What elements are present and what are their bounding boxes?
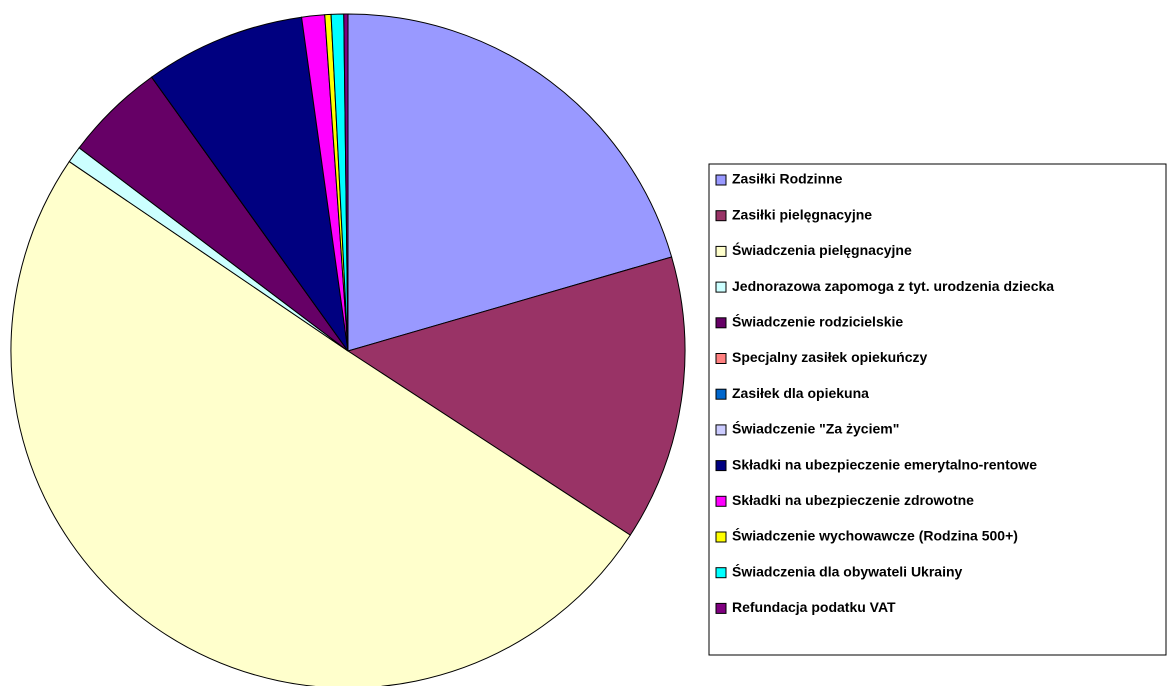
- pie-slice: [150, 16, 349, 352]
- legend-label: Świadczenie "Za życiem": [732, 420, 899, 437]
- pie-slice: [346, 256, 686, 536]
- legend-label: Zasiłek dla opiekuna: [732, 385, 869, 401]
- legend-label: Składki na ubezpieczenie emerytalno-rent…: [732, 456, 1037, 472]
- legend-label: Świadczenie wychowawcze (Rodzina 500+): [732, 527, 1018, 544]
- pie-slice: [347, 13, 673, 352]
- legend-label: Jednorazowa zapomoga z tyt. urodzenia dz…: [732, 278, 1054, 294]
- legend-label: Świadczenie rodzicielskie: [732, 313, 903, 330]
- legend-swatch: [715, 353, 727, 364]
- legend-swatch: [715, 567, 727, 579]
- legend-label: Składki na ubezpieczenie zdrowotne: [732, 492, 974, 508]
- legend-swatch: [715, 174, 727, 186]
- legend-swatch: [715, 281, 727, 293]
- legend-swatch: [715, 495, 727, 507]
- legend-box: [708, 163, 1167, 656]
- legend-swatch: [715, 317, 727, 329]
- legend-swatch: [715, 531, 727, 543]
- legend-label: Zasiłki Rodzinne: [732, 171, 843, 187]
- legend-swatch: [715, 602, 727, 614]
- legend-label: Refundacja podatku VAT: [732, 599, 896, 615]
- legend-swatch: [715, 210, 727, 222]
- legend-label: Zasiłki pielęgnacyjne: [732, 206, 872, 222]
- pie-slice: [10, 160, 631, 686]
- legend-label: Świadczenia pielęgnacyjne: [732, 241, 912, 258]
- legend-swatch: [715, 424, 727, 436]
- legend-swatch: [715, 388, 727, 400]
- legend-swatch: [715, 460, 727, 472]
- pie-slice: [343, 13, 349, 352]
- legend-label: Specjalny zasiłek opiekuńczy: [732, 349, 928, 365]
- legend-label: Świadczenia dla obywateli Ukrainy: [732, 562, 963, 579]
- legend-swatch: [715, 245, 727, 257]
